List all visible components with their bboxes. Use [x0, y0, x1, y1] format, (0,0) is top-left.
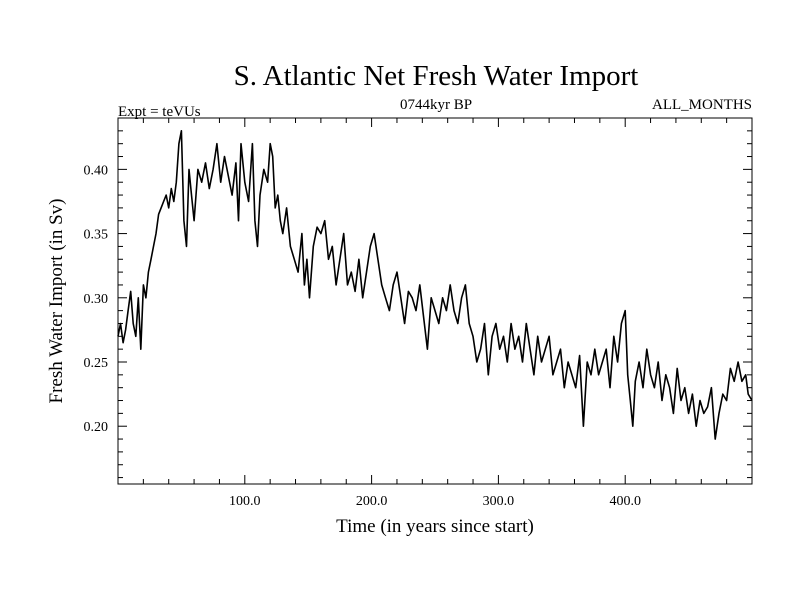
- x-tick-label: 400.0: [609, 494, 641, 509]
- y-axis-title: Fresh Water Import (in Sv): [46, 199, 67, 404]
- y-tick-label: 0.20: [84, 420, 109, 435]
- axis-ticks: [118, 118, 752, 484]
- subtitle-right: ALL_MONTHS: [652, 97, 752, 113]
- y-tick-label: 0.25: [84, 356, 109, 371]
- chart-title: S. Atlantic Net Fresh Water Import: [234, 60, 639, 92]
- subtitle-center: 0744kyr BP: [400, 97, 472, 113]
- x-tick-label: 100.0: [229, 494, 261, 509]
- y-tick-label: 0.35: [84, 228, 109, 243]
- series-line: [117, 130, 753, 440]
- x-axis-title: Time (in years since start): [336, 516, 534, 537]
- axis-tick-labels: 100.0 200.0 300.0 400.0 0.20 0.25 0.30 0.35 0.40: [84, 163, 641, 509]
- x-tick-label: 300.0: [483, 494, 515, 509]
- y-tick-label: 0.40: [84, 163, 109, 178]
- y-tick-label: 0.30: [84, 292, 109, 307]
- plot-frame: [117, 117, 753, 485]
- subtitle-left: Expt = teVUs: [118, 104, 201, 120]
- x-tick-label: 200.0: [356, 494, 388, 509]
